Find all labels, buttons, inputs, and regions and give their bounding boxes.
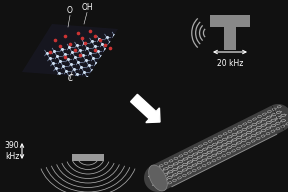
FancyArrow shape	[131, 94, 160, 122]
Polygon shape	[144, 104, 288, 192]
Text: 20 kHz: 20 kHz	[217, 59, 243, 68]
Text: OH: OH	[81, 3, 93, 12]
Polygon shape	[22, 24, 118, 77]
Bar	[72, 154, 104, 161]
Ellipse shape	[149, 165, 167, 191]
Bar	[224, 25, 236, 50]
Text: O: O	[67, 6, 73, 15]
Text: C: C	[67, 74, 73, 83]
Bar	[210, 15, 250, 27]
Text: 390
kHz: 390 kHz	[5, 141, 19, 161]
